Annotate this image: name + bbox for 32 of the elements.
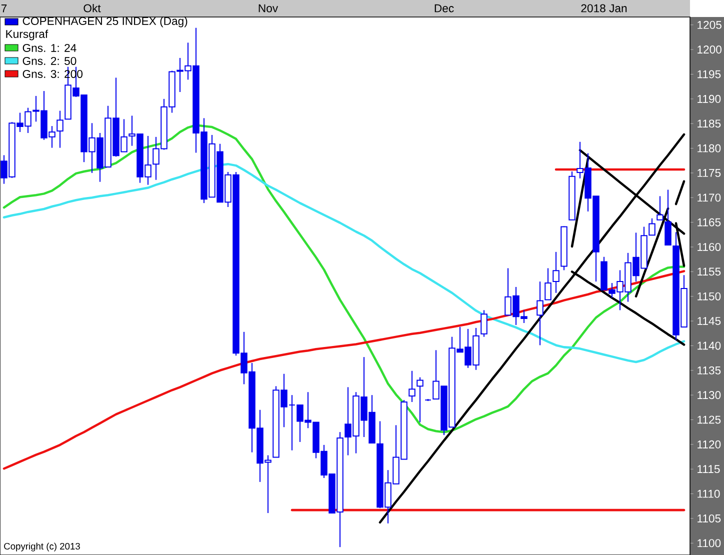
y-tick-label: 1180: [698, 144, 721, 152]
y-tick-label: 1140: [698, 342, 721, 350]
y-tick-label: 1185: [698, 120, 721, 128]
y-tick-label: 1190: [698, 94, 721, 103]
y-tick-label: 1170: [698, 194, 721, 202]
legend-label: Gns. 1: 24: [22, 44, 76, 52]
legend-title: Kursgraf: [6, 30, 48, 40]
y-tick-label: 1110: [698, 490, 720, 498]
y-tick-label: 1135: [698, 366, 721, 374]
chart-title: COPENHAGEN 25 INDEX (Dag): [22, 16, 188, 28]
y-tick-label: 1150: [698, 292, 721, 300]
y-tick-label: 1130: [698, 391, 721, 400]
y-tick-label: 1125: [698, 416, 721, 424]
x-tick-label: 2018 Jan: [581, 4, 627, 12]
x-tick-label: Nov: [258, 4, 278, 12]
y-tick-label: 1120: [698, 440, 721, 448]
y-tick-label: 1195: [698, 70, 721, 78]
x-tick-label: 7: [1, 4, 7, 12]
y-tick-label: 1200: [698, 46, 722, 54]
y-tick-label: 1115: [698, 465, 720, 474]
x-tick-label: Okt: [84, 4, 101, 12]
y-tick-label: 1165: [698, 218, 721, 226]
y-tick-label: 1160: [698, 242, 721, 251]
y-tick-label: 1155: [698, 268, 721, 276]
y-tick-label: 1175: [698, 169, 721, 177]
legend-label: Gns. 2: 50: [22, 56, 76, 65]
y-tick-label: 1100: [698, 539, 721, 548]
annotation: Copyright (c) 2013: [4, 542, 80, 552]
y-tick-label: 1105: [698, 514, 721, 522]
y-tick-label: 1145: [698, 317, 721, 325]
x-tick-label: Dec: [434, 4, 454, 12]
y-tick-label: 1205: [698, 20, 722, 29]
